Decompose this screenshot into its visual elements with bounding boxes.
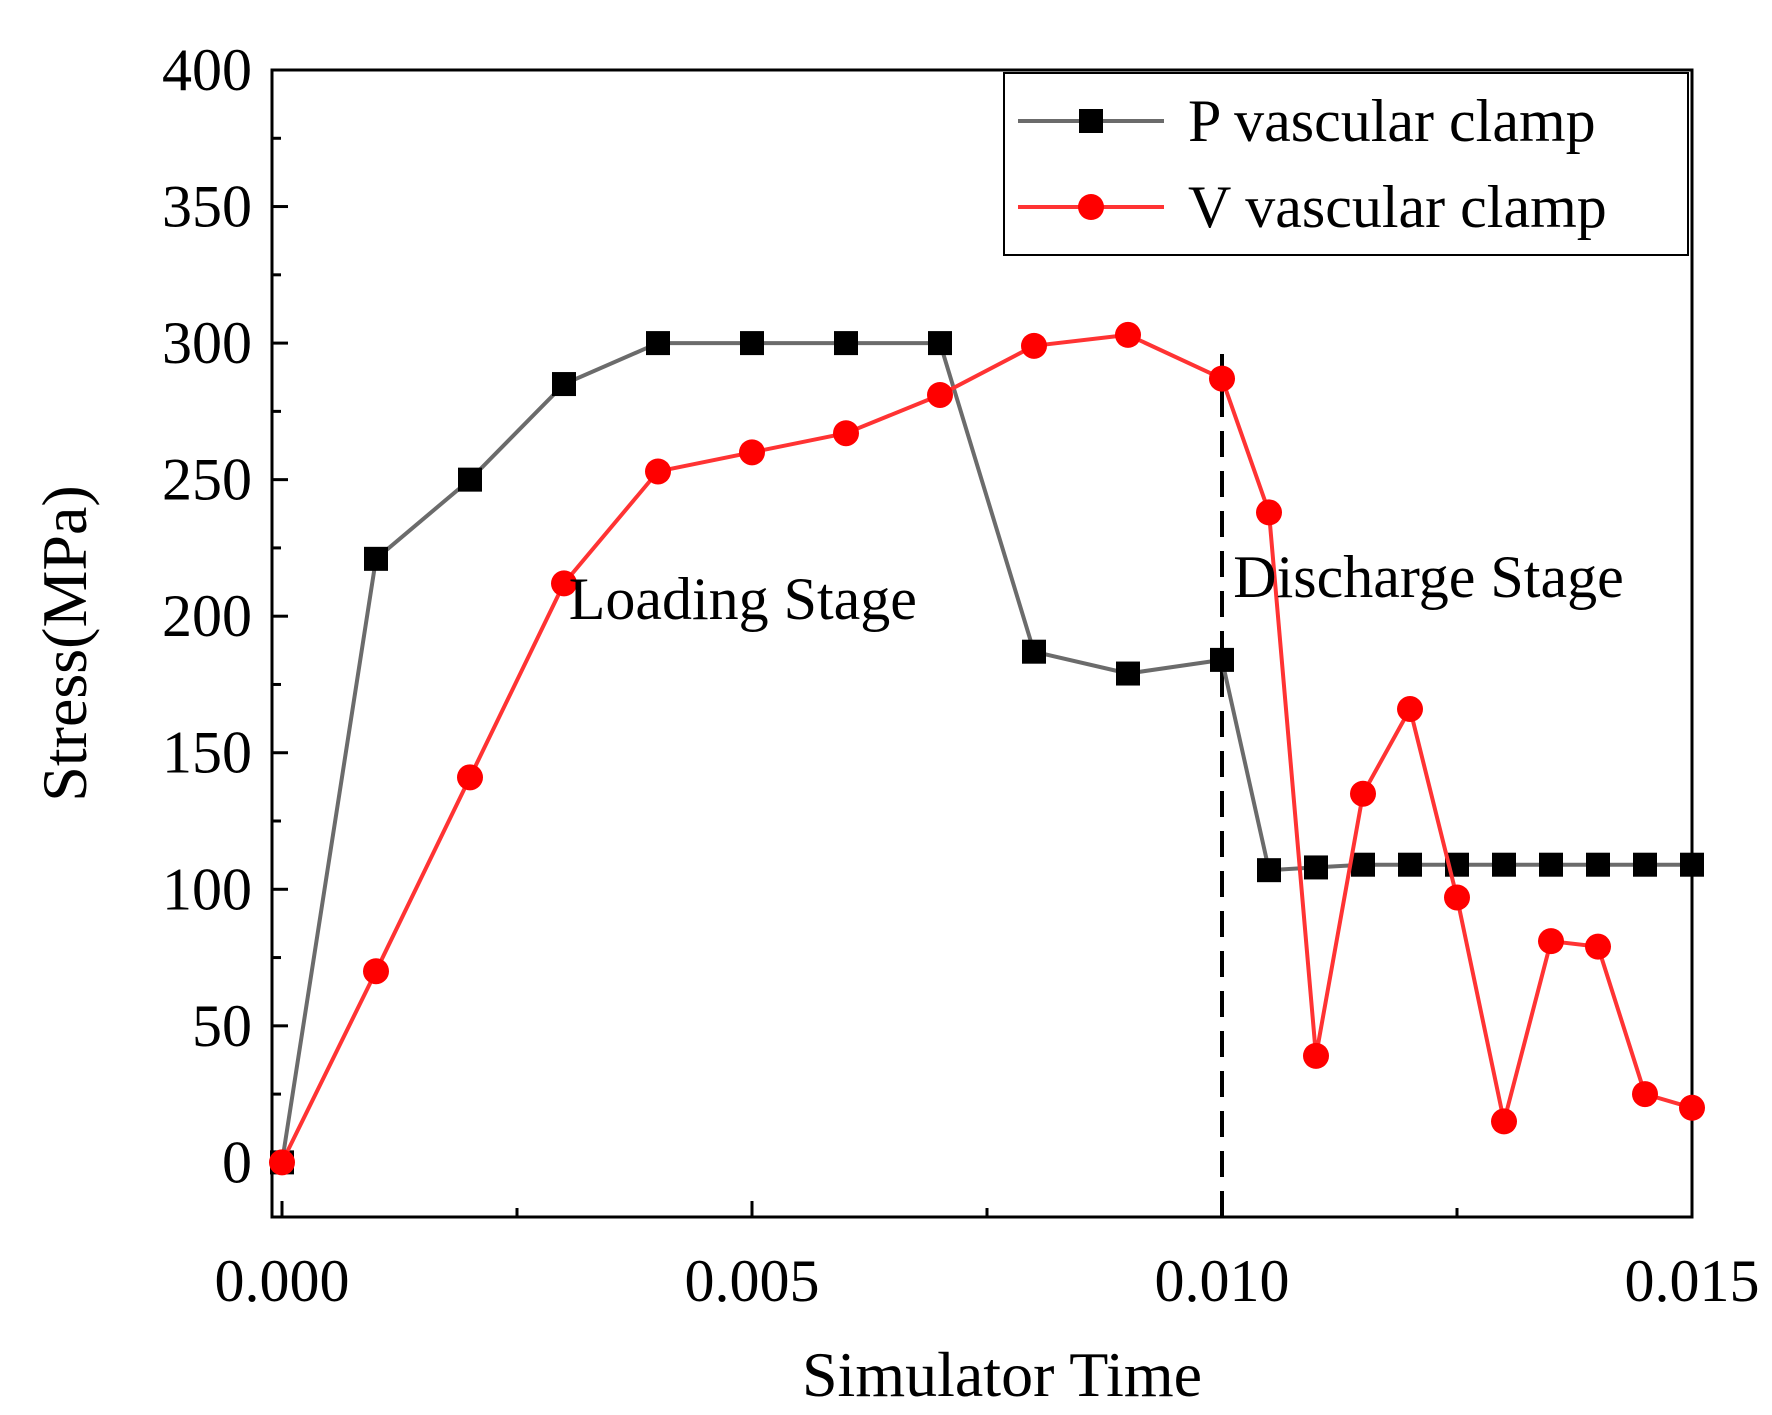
plot-frame-rect (270, 68, 1694, 1219)
data-point-circle (1115, 321, 1141, 348)
data-point-circle (1585, 933, 1611, 960)
axis-titles: Simulator Time Stress(MPa) (29, 485, 1202, 1410)
data-point-square (1586, 852, 1610, 877)
data-point-square (1210, 647, 1234, 672)
plot-frame (270, 68, 1694, 1219)
y-tick-label: 150 (162, 720, 252, 786)
data-point-circle (457, 764, 483, 791)
y-tick-label: 400 (162, 37, 252, 103)
annotations: Loading Stage Discharge Stage (569, 544, 1624, 632)
data-point-square (1492, 852, 1516, 877)
legend-item: V vascular clamp (1018, 174, 1607, 240)
series-v-vascular-clamp (269, 321, 1705, 1176)
data-point-square (1680, 852, 1704, 877)
x-tick-label: 0.010 (1155, 1248, 1290, 1314)
y-tick-label: 100 (162, 856, 252, 922)
series-p-vascular-clamp (270, 331, 1704, 1175)
x-tick-label: 0.015 (1625, 1248, 1760, 1314)
data-point-square (552, 372, 576, 397)
y-tick-label: 250 (162, 447, 252, 513)
data-point-square (928, 331, 952, 356)
data-point-square (834, 331, 858, 356)
y-axis-title: Stress(MPa) (29, 485, 100, 801)
x-axis-title: Simulator Time (802, 1339, 1202, 1410)
data-point-circle (363, 958, 389, 985)
legend: P vascular clamp V vascular clamp (1003, 72, 1689, 256)
data-point-circle (1679, 1094, 1705, 1121)
annotation-label: Loading Stage (569, 566, 917, 632)
y-tick-label: 50 (192, 993, 252, 1059)
legend-marker-square (1079, 109, 1103, 133)
data-point-circle (833, 420, 859, 447)
y-tick-label: 200 (162, 583, 252, 649)
data-point-circle (1209, 365, 1235, 392)
annotation-label: Discharge Stage (1233, 544, 1623, 610)
data-point-circle (269, 1149, 295, 1176)
data-point-circle (1538, 928, 1564, 955)
data-point-circle (1350, 780, 1376, 807)
data-point-circle (1491, 1108, 1517, 1135)
data-point-circle (739, 439, 765, 466)
y-tick-label: 350 (162, 174, 252, 240)
data-point-circle (551, 570, 577, 597)
data-point-square (1351, 852, 1375, 877)
legend-label: P vascular clamp (1188, 88, 1596, 154)
data-point-square (646, 331, 670, 356)
data-point-square (1116, 661, 1140, 686)
data-point-square (1398, 852, 1422, 877)
data-point-square (458, 467, 482, 492)
data-point-circle (1021, 332, 1047, 359)
data-point-circle (1397, 696, 1423, 723)
data-point-circle (1444, 884, 1470, 911)
series-group (269, 321, 1705, 1176)
legend-marker-circle (1078, 194, 1104, 220)
legend-box (1003, 72, 1689, 256)
series-line (280, 332, 1693, 1164)
data-point-square (1633, 852, 1657, 877)
y-tick-label: 300 (162, 310, 252, 376)
x-tick-label: 0.000 (215, 1248, 350, 1314)
y-tick-label: 0 (222, 1129, 252, 1195)
data-point-circle (645, 458, 671, 485)
x-tick-label: 0.005 (685, 1248, 820, 1314)
data-point-square (1257, 858, 1281, 883)
data-point-square (1304, 855, 1328, 880)
data-point-square (1539, 852, 1563, 877)
series-line (280, 341, 1692, 1163)
legend-label: V vascular clamp (1188, 174, 1607, 240)
data-point-square (1022, 639, 1046, 664)
legend-item: P vascular clamp (1018, 88, 1596, 154)
data-point-square (740, 331, 764, 356)
data-point-circle (927, 381, 953, 408)
axis-ticks: 0 50 100 150 200 250 300 350 400 0.000 0.005 0.010 0… (162, 37, 1760, 1314)
data-point-circle (1303, 1042, 1329, 1069)
data-point-circle (1256, 499, 1282, 526)
data-point-square (364, 546, 388, 571)
data-point-circle (1632, 1081, 1658, 1108)
